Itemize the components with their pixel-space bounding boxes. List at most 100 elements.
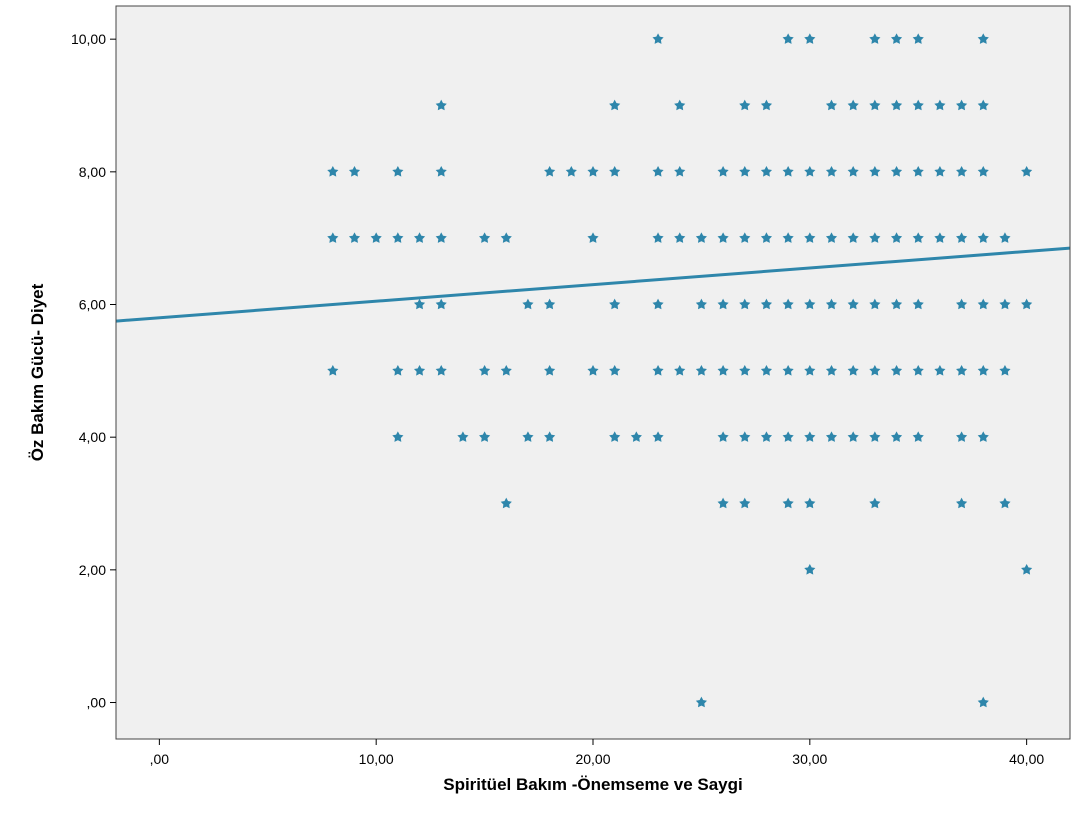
data-point bbox=[890, 99, 903, 111]
data-point bbox=[912, 165, 924, 177]
data-point bbox=[825, 364, 838, 376]
y-tick-label: 8,00 bbox=[79, 164, 106, 180]
data-point bbox=[890, 33, 903, 44]
data-point bbox=[999, 232, 1011, 243]
data-point bbox=[977, 33, 989, 44]
data-point bbox=[869, 497, 881, 509]
data-point bbox=[999, 298, 1011, 310]
data-point bbox=[869, 232, 881, 243]
data-point bbox=[609, 99, 621, 111]
data-point bbox=[782, 33, 794, 44]
data-point bbox=[327, 165, 339, 177]
data-point bbox=[825, 99, 838, 111]
data-point bbox=[327, 364, 339, 376]
data-point bbox=[977, 364, 989, 376]
data-point bbox=[392, 431, 404, 442]
data-point bbox=[739, 431, 751, 442]
data-point bbox=[348, 165, 361, 177]
data-point bbox=[630, 431, 642, 442]
data-point bbox=[760, 232, 773, 243]
data-point bbox=[977, 431, 989, 442]
data-points bbox=[327, 33, 1033, 708]
data-point bbox=[782, 232, 794, 243]
data-point bbox=[847, 99, 859, 111]
data-point bbox=[587, 232, 599, 243]
data-point bbox=[804, 33, 816, 44]
data-point bbox=[890, 232, 903, 243]
data-point bbox=[674, 165, 686, 177]
data-point bbox=[760, 99, 773, 111]
data-point bbox=[652, 232, 664, 243]
data-point bbox=[977, 298, 989, 310]
data-point bbox=[457, 431, 469, 442]
data-point bbox=[327, 232, 339, 243]
y-tick-label: 4,00 bbox=[79, 429, 106, 445]
data-point bbox=[674, 99, 686, 111]
data-point bbox=[804, 431, 816, 442]
data-point bbox=[695, 298, 707, 310]
data-point bbox=[782, 497, 794, 509]
data-point bbox=[847, 364, 859, 376]
data-point bbox=[739, 99, 751, 111]
data-point bbox=[652, 165, 664, 177]
data-point bbox=[804, 165, 816, 177]
x-tick-label: 20,00 bbox=[575, 751, 610, 767]
data-point bbox=[847, 232, 859, 243]
x-tick-label: 40,00 bbox=[1009, 751, 1044, 767]
data-point bbox=[392, 165, 404, 177]
data-point bbox=[912, 99, 924, 111]
data-point bbox=[587, 364, 599, 376]
data-point bbox=[1021, 165, 1033, 177]
data-point bbox=[609, 298, 621, 310]
data-point bbox=[912, 431, 924, 442]
data-point bbox=[782, 364, 794, 376]
data-point bbox=[544, 364, 556, 376]
data-point bbox=[652, 431, 664, 442]
data-point bbox=[804, 497, 816, 509]
data-point bbox=[717, 232, 729, 243]
data-point bbox=[956, 232, 968, 243]
data-point bbox=[392, 232, 404, 243]
data-point bbox=[674, 232, 686, 243]
data-point bbox=[1021, 298, 1033, 310]
data-point bbox=[804, 563, 816, 575]
data-point bbox=[934, 232, 946, 243]
data-point bbox=[717, 431, 729, 442]
data-point bbox=[760, 431, 773, 442]
data-point bbox=[999, 364, 1011, 376]
fit-line bbox=[115, 246, 1071, 323]
data-point bbox=[609, 364, 621, 376]
data-point bbox=[717, 497, 729, 509]
data-point bbox=[544, 165, 556, 177]
data-point bbox=[739, 298, 751, 310]
data-point bbox=[500, 232, 512, 243]
data-point bbox=[695, 232, 707, 243]
data-point bbox=[717, 364, 729, 376]
data-point bbox=[912, 364, 924, 376]
data-point bbox=[609, 431, 621, 442]
data-point bbox=[869, 33, 881, 44]
data-point bbox=[370, 232, 382, 243]
data-point bbox=[869, 165, 881, 177]
data-point bbox=[435, 232, 447, 243]
y-tick-label: ,00 bbox=[87, 695, 107, 711]
data-point bbox=[760, 364, 773, 376]
data-point bbox=[869, 99, 881, 111]
data-point bbox=[522, 298, 534, 310]
data-point bbox=[825, 232, 838, 243]
data-point bbox=[739, 165, 751, 177]
data-point bbox=[739, 497, 751, 509]
data-point bbox=[804, 232, 816, 243]
y-axis: ,00 2,00 4,00 6,00 8,00 10,00 bbox=[71, 31, 116, 711]
data-point bbox=[392, 364, 404, 376]
data-point bbox=[999, 497, 1011, 509]
data-point bbox=[587, 165, 599, 177]
data-point bbox=[804, 298, 816, 310]
data-point bbox=[717, 298, 729, 310]
x-tick-label: ,00 bbox=[150, 751, 170, 767]
data-point bbox=[760, 298, 773, 310]
data-point bbox=[500, 497, 512, 509]
data-point bbox=[977, 99, 989, 111]
